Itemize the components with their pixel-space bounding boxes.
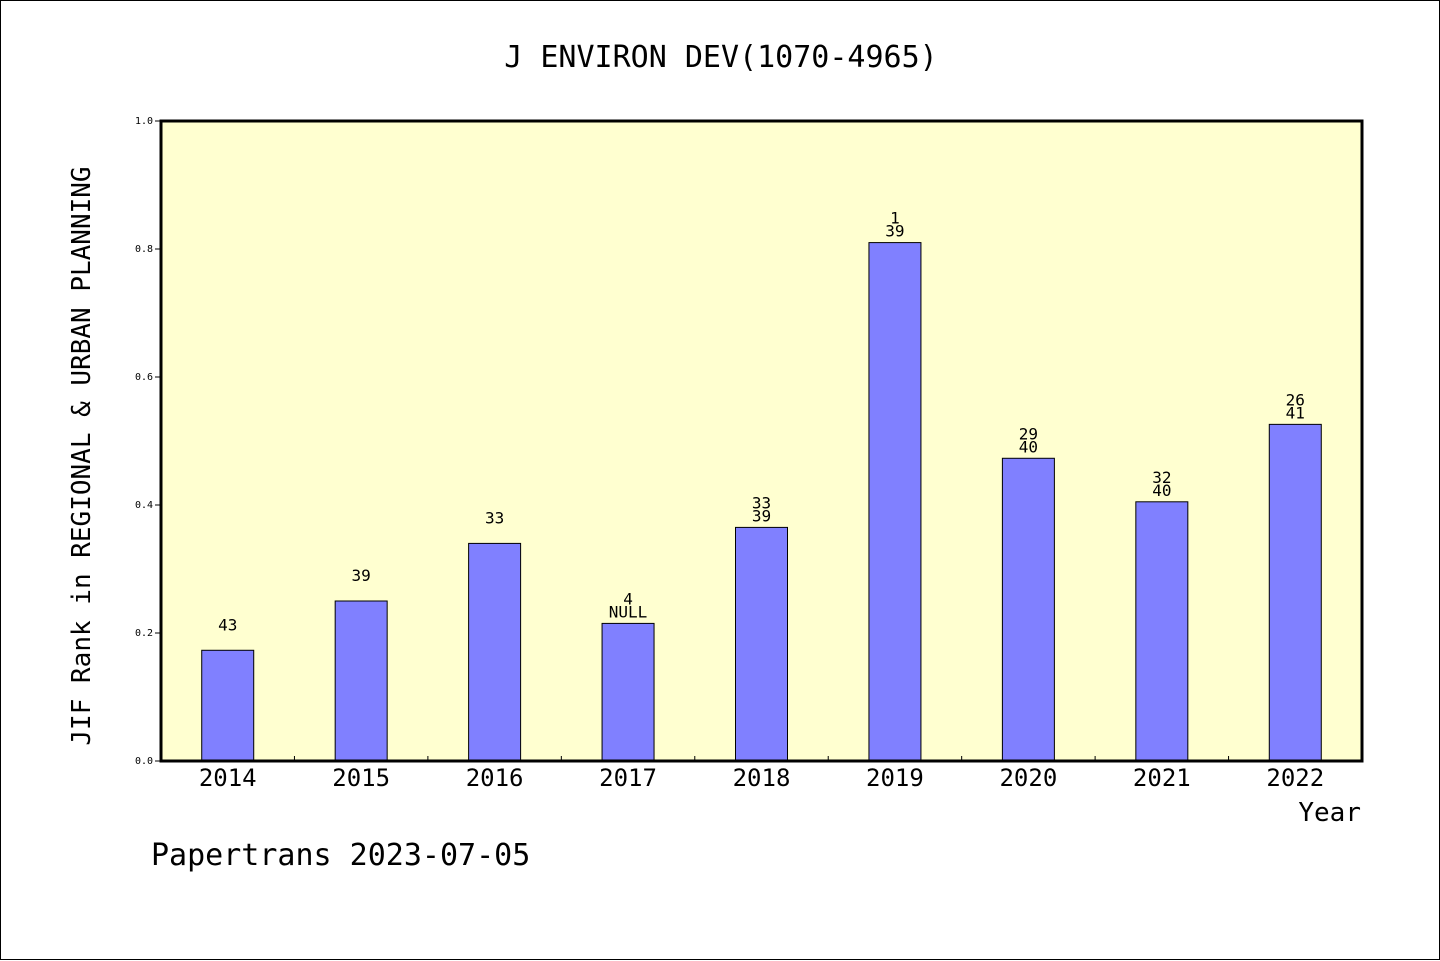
y-tick-label: 0.6 <box>135 372 153 383</box>
bar-label-bottom: 43 <box>218 615 237 634</box>
x-tick-label: 2021 <box>1133 764 1191 792</box>
bar <box>1001 457 1055 762</box>
bar-label-bottom: 39 <box>352 566 371 585</box>
bars <box>201 242 1322 762</box>
bar-label-top: 33 <box>752 493 771 512</box>
bar <box>468 542 522 762</box>
bar-label-top: 26 <box>1286 390 1305 409</box>
plot-border <box>159 119 1364 763</box>
y-axis-title: JIF Rank in REGIONAL & URBAN PLANNING <box>67 166 97 745</box>
x-tick-label: 2018 <box>733 764 791 792</box>
bar-label-bottom: 33 <box>485 508 504 527</box>
bar <box>201 649 255 762</box>
x-tick-label: 2014 <box>199 764 257 792</box>
x-tick-label: 2016 <box>466 764 524 792</box>
y-tick-label: 0.2 <box>135 628 153 639</box>
footer-credit: Papertrans 2023-07-05 <box>151 838 530 873</box>
bar-label-bottom: 40 <box>1152 481 1171 500</box>
x-tick-label: 2019 <box>866 764 924 792</box>
y-axis: 0.0 0.2 0.4 0.6 0.8 1.0 <box>135 116 161 767</box>
bar-label-top: 32 <box>1152 468 1171 487</box>
bar-label-bottom: 39 <box>752 506 771 525</box>
x-tick-label: 2022 <box>1266 764 1324 792</box>
bar <box>1268 423 1322 762</box>
bar-label-top: 29 <box>1019 424 1038 443</box>
y-tick-label: 1.0 <box>135 116 153 127</box>
bar-label-bottom: 39 <box>885 222 904 241</box>
bar <box>868 242 922 762</box>
x-axis: 2014 2015 2016 2017 2018 2019 2020 2021 2022 <box>199 756 1324 792</box>
bar-label-bottom: NULL <box>609 602 648 621</box>
x-tick-label: 2015 <box>332 764 390 792</box>
x-tick-label: 2017 <box>599 764 657 792</box>
bar <box>735 526 788 762</box>
x-axis-title: Year <box>1298 798 1361 828</box>
y-tick-label: 0.0 <box>135 756 153 767</box>
chart-title: J ENVIRON DEV(1070-4965) <box>504 40 937 75</box>
bar-label-bottom: 41 <box>1286 403 1305 422</box>
y-tick-label: 0.4 <box>135 500 153 511</box>
bar-label-bottom: 40 <box>1019 437 1038 456</box>
bar <box>601 622 655 762</box>
y-tick-label: 0.8 <box>135 244 153 255</box>
bar-label-top: 4 <box>623 589 633 608</box>
bar <box>1135 501 1189 762</box>
bar <box>334 600 388 762</box>
x-tick-label: 2020 <box>999 764 1057 792</box>
bar-label-top: 1 <box>890 209 900 228</box>
